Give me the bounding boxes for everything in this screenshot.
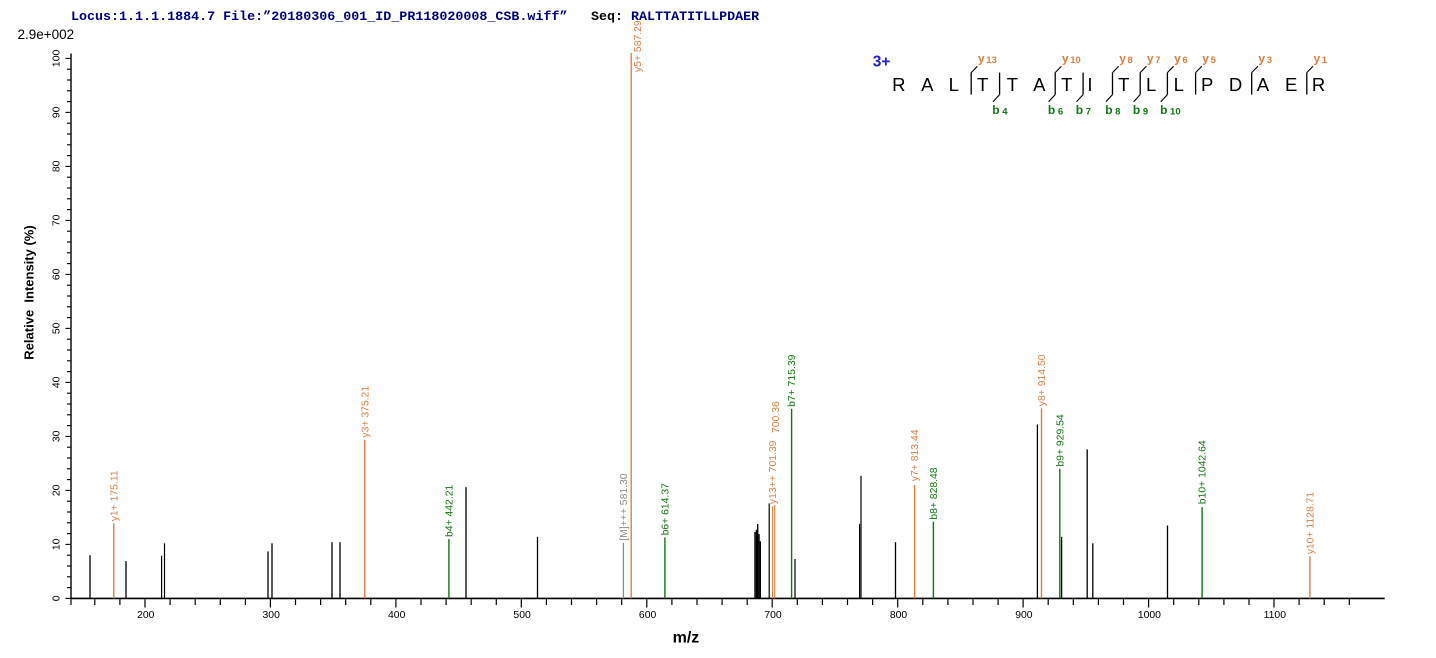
svg-text:R: R (892, 74, 905, 95)
svg-text:y3+ 375.21: y3+ 375.21 (360, 386, 371, 438)
svg-text:Relative Intensity (%): Relative Intensity (%) (22, 225, 37, 359)
svg-text:700: 700 (764, 610, 782, 621)
svg-text:T: T (977, 74, 988, 95)
svg-text:A: A (1257, 74, 1270, 95)
svg-text:D: D (1229, 74, 1242, 95)
svg-text:500: 500 (513, 610, 531, 621)
svg-text:b10: b 10 (1160, 103, 1181, 118)
svg-text:50: 50 (52, 322, 63, 334)
svg-text:y13: y 13 (978, 51, 997, 66)
svg-text:T: T (1118, 74, 1129, 95)
svg-text:L: L (1174, 74, 1184, 95)
svg-text:b8+ 828.48: b8+ 828.48 (929, 467, 940, 520)
svg-text:Locus:1.1.1.1884.7 File:”20180: Locus:1.1.1.1884.7 File:”20180306_001_ID… (71, 10, 567, 25)
svg-text:80: 80 (52, 160, 63, 172)
svg-text:T: T (1007, 74, 1018, 95)
svg-text:800: 800 (890, 610, 908, 621)
svg-text:R: R (1312, 74, 1325, 95)
svg-text:b9+ 929.54: b9+ 929.54 (1055, 414, 1066, 467)
svg-text:10: 10 (52, 538, 63, 550)
svg-text:Seq: RALTTATITLLPDAER: Seq: RALTTATITLLPDAER (591, 10, 759, 25)
svg-text:b10+ 1042.64: b10+ 1042.64 (1198, 440, 1209, 504)
svg-text:E: E (1285, 74, 1297, 95)
svg-text:I: I (1087, 74, 1092, 95)
svg-text:300: 300 (263, 610, 281, 621)
svg-text:y1+ 175.11: y1+ 175.11 (109, 470, 120, 521)
svg-text:700.36: 700.36 (771, 401, 782, 433)
svg-text:[M]+++ 581.30: [M]+++ 581.30 (619, 473, 630, 541)
svg-text:b6+ 614.37: b6+ 614.37 (660, 483, 671, 536)
svg-text:70: 70 (52, 214, 63, 226)
svg-text:T: T (1061, 74, 1072, 95)
svg-text:2.9e+002: 2.9e+002 (18, 27, 75, 42)
svg-text:30: 30 (52, 430, 63, 442)
svg-text:L: L (1146, 74, 1156, 95)
svg-text:900: 900 (1015, 610, 1033, 621)
svg-text:20: 20 (52, 484, 63, 496)
svg-text:200: 200 (137, 610, 155, 621)
svg-text:400: 400 (388, 610, 406, 621)
svg-text:0: 0 (52, 595, 63, 601)
svg-text:90: 90 (52, 106, 63, 118)
svg-text:1100: 1100 (1264, 610, 1287, 621)
svg-text:A: A (1033, 74, 1046, 95)
svg-text:1000: 1000 (1138, 610, 1161, 621)
svg-text:m/z: m/z (673, 629, 700, 646)
svg-text:600: 600 (639, 610, 657, 621)
svg-text:3+: 3+ (873, 54, 891, 71)
svg-text:y13++ 701.39: y13++ 701.39 (768, 440, 779, 504)
svg-text:L: L (949, 74, 959, 95)
svg-text:y10: y 10 (1062, 51, 1081, 66)
svg-text:y7+ 813.44: y7+ 813.44 (910, 429, 921, 481)
svg-text:40: 40 (52, 376, 63, 388)
svg-text:y10+ 1128.71: y10+ 1128.71 (1305, 492, 1316, 555)
svg-text:P: P (1201, 74, 1213, 95)
svg-text:60: 60 (52, 268, 63, 280)
svg-text:100: 100 (52, 50, 63, 68)
svg-text:y5+ 587.29: y5+ 587.29 (633, 20, 644, 72)
svg-text:y8+ 914.50: y8+ 914.50 (1037, 354, 1048, 406)
svg-text:b7+ 715.39: b7+ 715.39 (787, 354, 798, 407)
svg-text:b4+ 442.21: b4+ 442.21 (444, 484, 455, 537)
svg-text:A: A (921, 74, 934, 95)
